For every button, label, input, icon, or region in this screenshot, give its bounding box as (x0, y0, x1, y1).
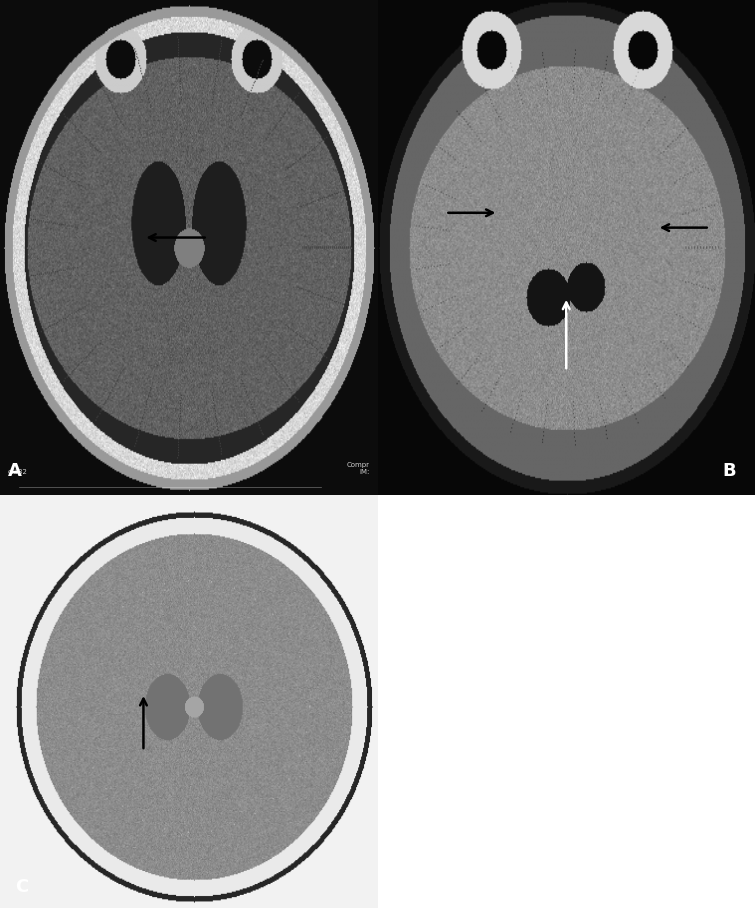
Text: ofä32: ofä32 (8, 469, 27, 475)
Text: A: A (8, 462, 21, 480)
Text: Compr
IM:: Compr IM: (347, 462, 370, 475)
Text: B: B (723, 462, 736, 480)
Text: C: C (15, 878, 29, 895)
